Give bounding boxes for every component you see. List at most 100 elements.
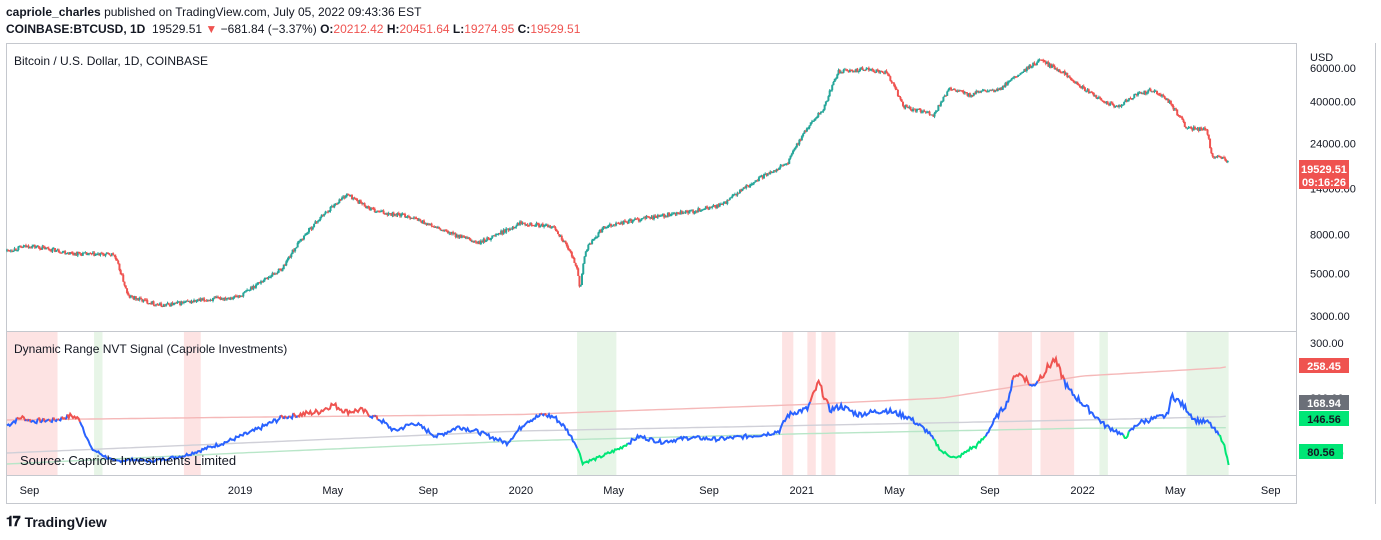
- candle-body: [536, 222, 539, 224]
- candle-body: [1006, 81, 1009, 85]
- candle-body: [1047, 61, 1050, 67]
- candle-body: [1152, 91, 1155, 93]
- candle-body: [919, 109, 922, 112]
- candle-body: [85, 252, 88, 255]
- candle-body: [253, 285, 256, 288]
- candle-body: [1085, 90, 1088, 92]
- nvt-signal-segment: [30, 418, 39, 425]
- candle-body: [1210, 148, 1213, 154]
- candle-body: [1034, 64, 1037, 66]
- candle-body: [1215, 156, 1218, 158]
- candle-body: [617, 222, 620, 224]
- candle-body: [342, 196, 345, 198]
- candle-body: [1163, 95, 1166, 99]
- tradingview-logo[interactable]: 𝟏𝟕 TradingView: [6, 513, 107, 530]
- overvalued-zone: [1040, 332, 1075, 475]
- candle-body: [7, 249, 10, 251]
- candle-body: [1065, 73, 1068, 75]
- candle-body: [507, 228, 510, 231]
- candle-body: [162, 304, 165, 307]
- candle-body: [260, 281, 263, 284]
- candle-body: [328, 210, 331, 212]
- candle-body: [308, 228, 311, 233]
- candle-body: [1087, 89, 1090, 93]
- undervalued-zone: [908, 332, 960, 475]
- candle-body: [1176, 109, 1179, 116]
- candle-body: [352, 198, 355, 200]
- candle-body: [1001, 86, 1004, 90]
- candle-body: [645, 216, 648, 219]
- candle-body: [174, 302, 177, 304]
- nvt-signal-segment: [37, 417, 42, 424]
- candle-body: [27, 245, 30, 248]
- candle-body: [946, 91, 949, 96]
- tradingview-icon: 𝟏𝟕: [6, 513, 21, 529]
- candle-body: [1030, 66, 1033, 68]
- candle-body: [637, 218, 640, 222]
- candle-body: [531, 224, 534, 226]
- candle-body: [246, 289, 249, 292]
- candle-body: [756, 180, 759, 182]
- candle-body: [674, 213, 677, 215]
- candle-body: [578, 275, 581, 287]
- nvt-signal-segment: [288, 415, 292, 418]
- candle-body: [1221, 157, 1224, 159]
- candle-body: [514, 227, 517, 229]
- time-axis-label: May: [884, 485, 905, 497]
- candle-body: [564, 240, 567, 243]
- candle-body: [774, 170, 777, 172]
- candle-body: [527, 225, 530, 227]
- author-name[interactable]: capriole_charles: [6, 5, 101, 19]
- nvt-signal-segment: [284, 415, 288, 419]
- candle-body: [941, 101, 944, 103]
- candle-body: [714, 206, 717, 208]
- candle-body: [22, 246, 25, 248]
- candle-body: [1022, 71, 1025, 73]
- candle-body: [679, 211, 682, 215]
- candle-body: [1171, 103, 1174, 106]
- candle-body: [1135, 93, 1138, 96]
- candle-body: [920, 111, 923, 113]
- candle-body: [141, 298, 144, 302]
- candle-body: [100, 252, 103, 254]
- candle-body: [823, 104, 826, 110]
- candle-body: [392, 212, 395, 216]
- candle-body: [1205, 129, 1208, 131]
- candle-body: [819, 112, 822, 114]
- candle-body: [108, 253, 111, 255]
- candle-body: [956, 90, 959, 92]
- candle-body: [471, 241, 474, 243]
- candle-body: [1004, 83, 1007, 88]
- candle-body: [233, 295, 236, 298]
- candle-body: [658, 215, 661, 217]
- candle-body: [1186, 127, 1189, 129]
- candle-body: [982, 89, 985, 91]
- candle-body: [579, 285, 582, 287]
- candle-body: [215, 296, 218, 298]
- candle-body: [725, 201, 728, 204]
- candle-body: [1154, 90, 1157, 92]
- candle-body: [689, 210, 692, 212]
- candle-body: [492, 235, 495, 237]
- candle-body: [222, 298, 225, 300]
- candle-body: [685, 210, 688, 212]
- price-axis-label: 5000.00: [1310, 269, 1350, 281]
- candle-body: [713, 205, 716, 207]
- candle-body: [282, 264, 285, 270]
- candle-body: [1196, 128, 1199, 130]
- candle-body: [1155, 90, 1158, 94]
- candle-body: [605, 227, 608, 229]
- candle-body: [1077, 84, 1080, 86]
- candle-body: [1059, 72, 1062, 74]
- candle-body: [646, 216, 649, 218]
- candle-body: [875, 69, 878, 73]
- candle-body: [179, 301, 182, 305]
- candle-body: [50, 249, 53, 252]
- candle-body: [1201, 129, 1204, 131]
- candle-body: [840, 71, 843, 74]
- candle-body: [1224, 158, 1227, 161]
- nvt-signal-segment: [1218, 434, 1230, 466]
- candle-body: [1191, 128, 1194, 131]
- nvt-signal-segment: [576, 442, 629, 467]
